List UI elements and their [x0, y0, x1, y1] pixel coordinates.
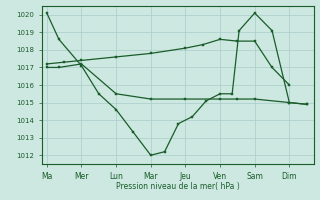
X-axis label: Pression niveau de la mer( hPa ): Pression niveau de la mer( hPa )	[116, 182, 239, 191]
